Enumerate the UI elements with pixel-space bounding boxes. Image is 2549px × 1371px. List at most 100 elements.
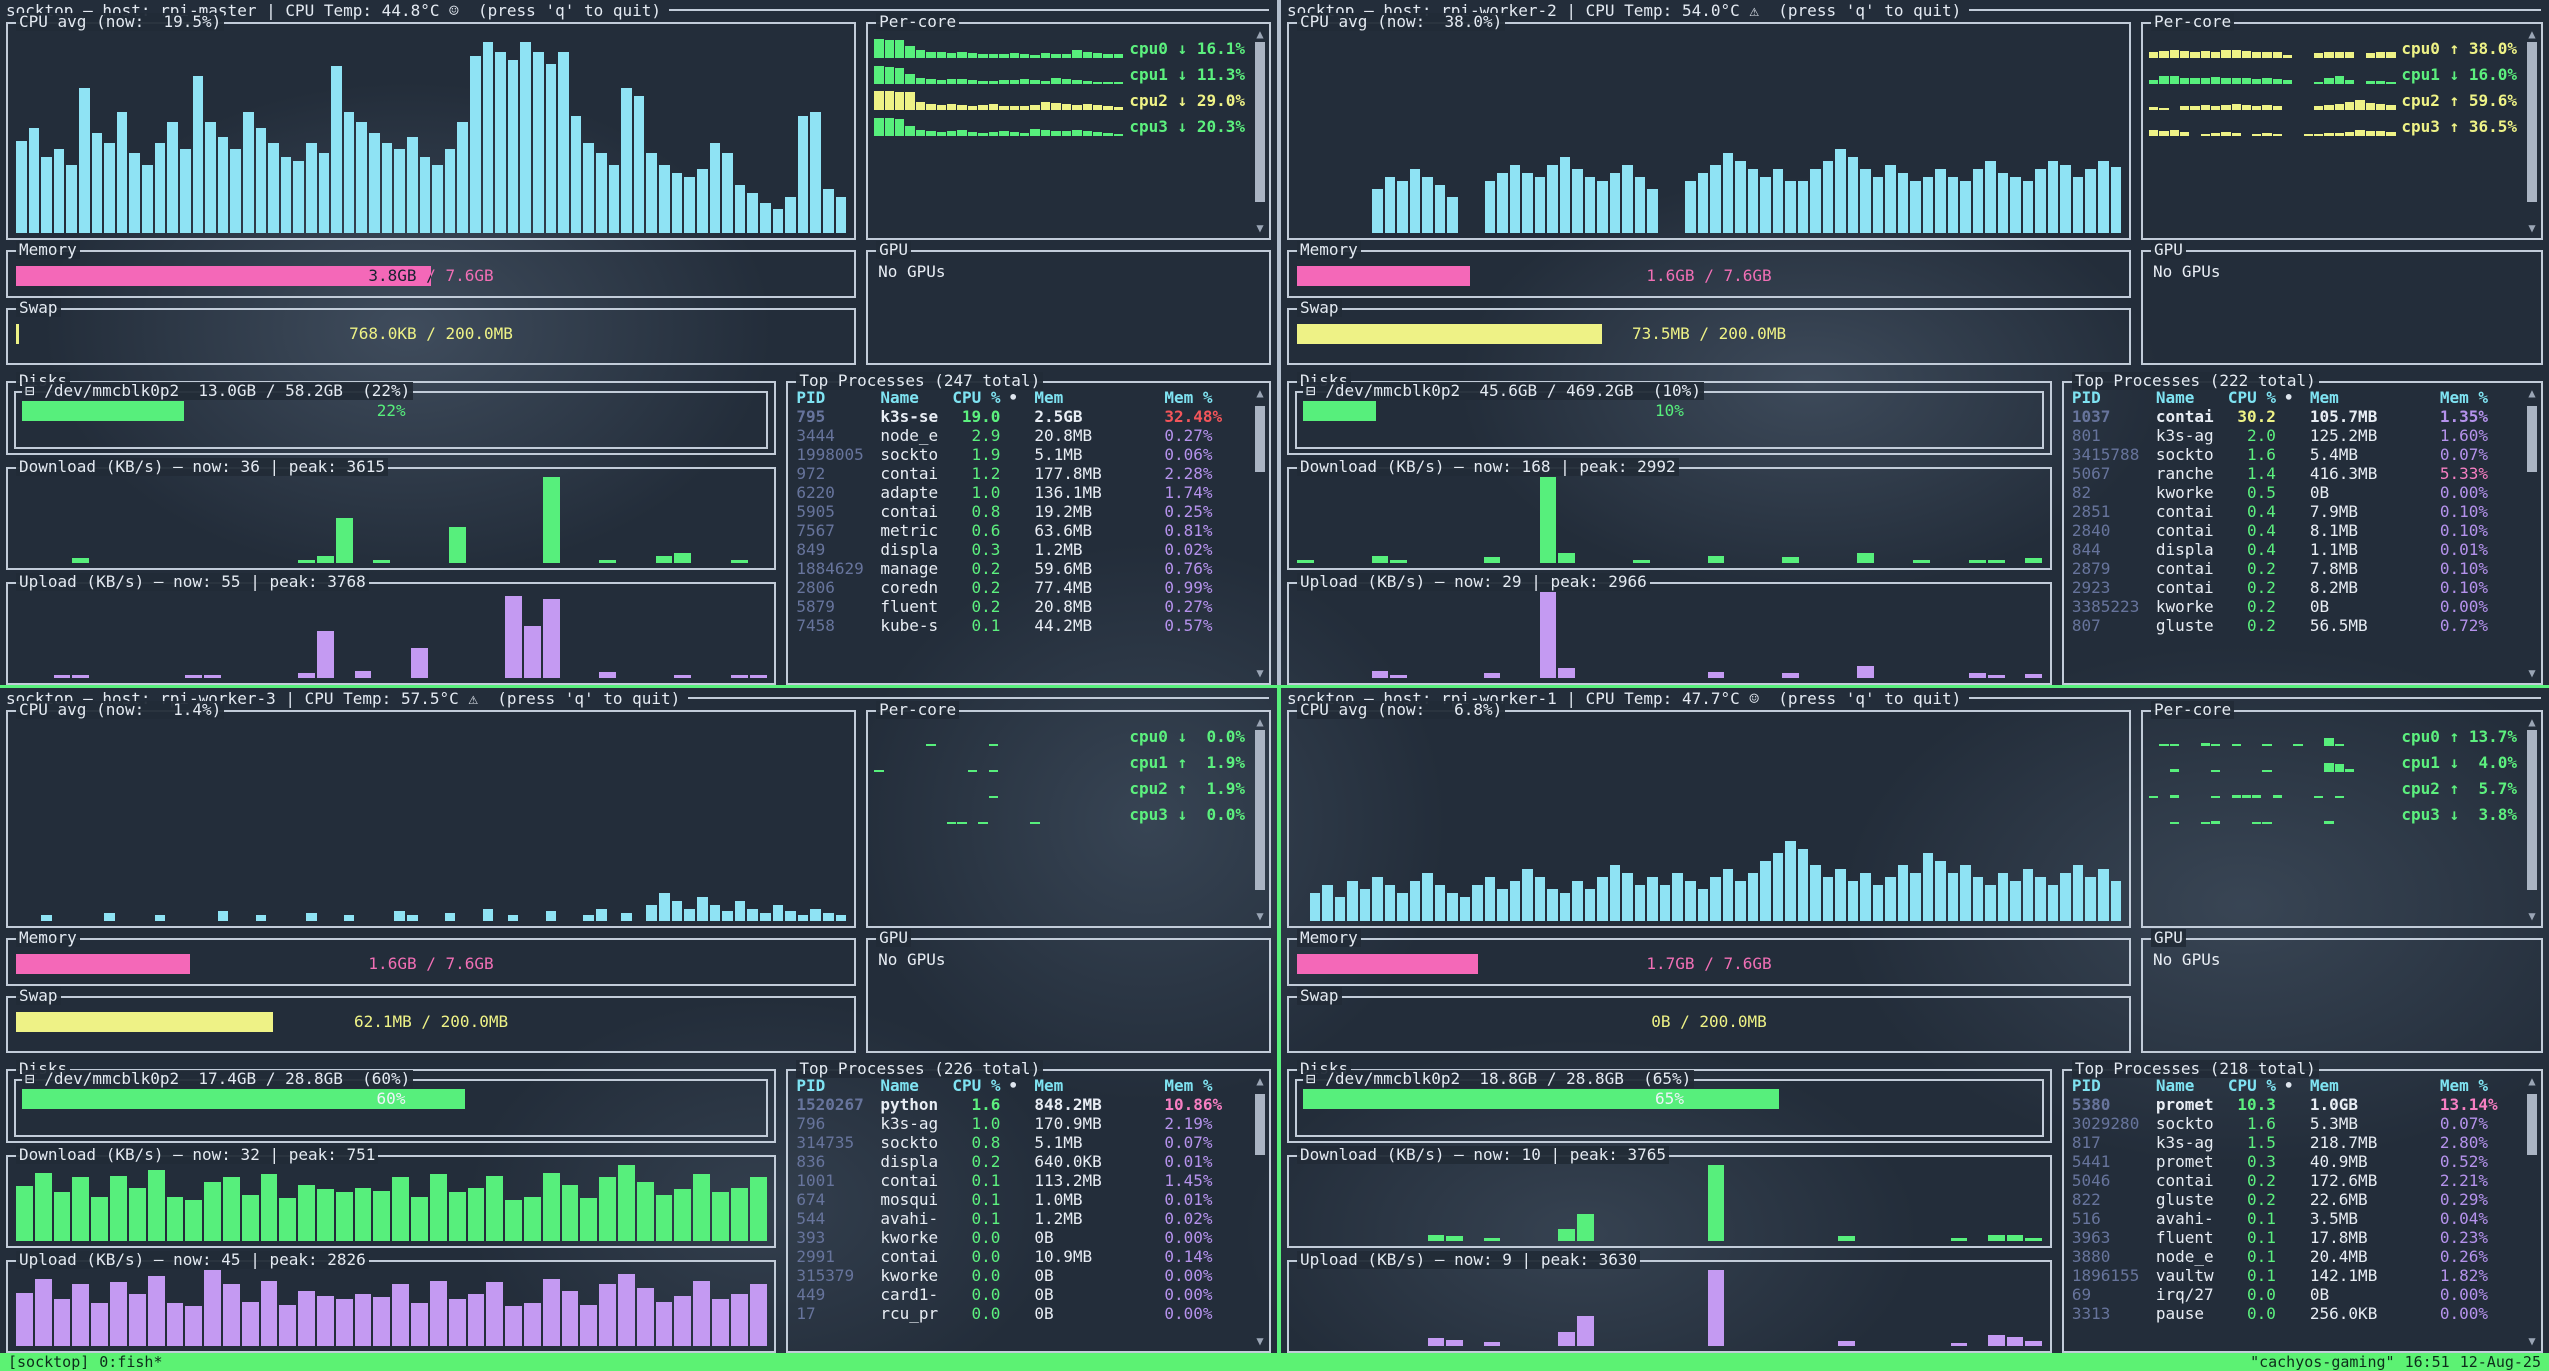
scroll-up-icon[interactable]: ▲ (2528, 27, 2536, 41)
pane-divider-vertical-bottom[interactable] (1277, 688, 1281, 1353)
per-core-scrollbar[interactable]: ▲ ▼ (2526, 28, 2538, 234)
scroll-thumb[interactable] (2527, 730, 2537, 891)
process-row[interactable]: 1896155 vaultw 0.1 142.1MB 1.82% (2072, 1266, 2521, 1285)
process-row[interactable]: 2991 contai 0.0 10.9MB 0.14% (796, 1247, 1249, 1266)
process-row[interactable]: 844 displa 0.4 1.1MB 0.01% (2072, 540, 2521, 559)
process-row[interactable]: 315379 kworke 0.0 0B 0.00% (796, 1266, 1249, 1285)
scroll-thumb[interactable] (1255, 406, 1265, 473)
process-row[interactable]: 6220 adapte 1.0 136.1MB 1.74% (796, 483, 1249, 502)
process-row[interactable]: 796 k3s-ag 1.0 170.9MB 2.19% (796, 1114, 1249, 1133)
scroll-thumb[interactable] (1255, 42, 1265, 203)
process-scrollbar[interactable]: ▲ ▼ (1254, 1075, 1266, 1347)
process-row[interactable]: 3313 pause 0.0 256.0KB 0.00% (2072, 1304, 2521, 1323)
scroll-down-icon[interactable]: ▼ (2528, 909, 2536, 923)
process-row[interactable]: 1884629 manage 0.2 59.6MB 0.76% (796, 559, 1249, 578)
scroll-thumb[interactable] (1255, 730, 1265, 891)
process-row[interactable]: 7567 metric 0.6 63.6MB 0.81% (796, 521, 1249, 540)
process-row[interactable]: 822 gluste 0.2 22.6MB 0.29% (2072, 1190, 2521, 1209)
scroll-up-icon[interactable]: ▲ (2528, 715, 2536, 729)
process-row[interactable]: 836 displa 0.2 640.0KB 0.01% (796, 1152, 1249, 1171)
process-row[interactable]: 516 avahi- 0.1 3.5MB 0.04% (2072, 1209, 2521, 1228)
header-mem[interactable]: Mem (1034, 1076, 1064, 1095)
header-cpu[interactable]: CPU % (952, 388, 1001, 407)
pane-divider-vertical-top[interactable] (1277, 0, 1281, 685)
per-core-scrollbar[interactable]: ▲ ▼ (1254, 716, 1266, 922)
header-pid[interactable]: PID (796, 1076, 826, 1095)
pane-rpi-worker-2[interactable]: socktop — host: rpi-worker-2 | CPU Temp:… (1281, 0, 2549, 685)
process-row[interactable]: 3385223 kworke 0.2 0B 0.00% (2072, 597, 2521, 616)
header-name[interactable]: Name (880, 1076, 919, 1095)
scroll-thumb[interactable] (2527, 406, 2537, 473)
process-row[interactable]: 1037 contai 30.2 105.7MB 1.35% (2072, 407, 2521, 426)
header-name[interactable]: Name (2155, 1076, 2195, 1095)
header-mem-pct[interactable]: Mem % (2439, 388, 2489, 407)
scroll-down-icon[interactable]: ▼ (2528, 666, 2536, 680)
process-row[interactable]: 801 k3s-ag 2.0 125.2MB 1.60% (2072, 426, 2521, 445)
header-mem-pct[interactable]: Mem % (1164, 388, 1213, 407)
process-row[interactable]: 69 irq/27 0.0 0B 0.00% (2072, 1285, 2521, 1304)
header-mem[interactable]: Mem (2309, 388, 2339, 407)
process-row[interactable]: 5067 ranche 1.4 416.3MB 5.33% (2072, 464, 2521, 483)
scroll-thumb[interactable] (2527, 1093, 2537, 1155)
scroll-down-icon[interactable]: ▼ (1256, 666, 1264, 680)
process-row[interactable]: 2851 contai 0.4 7.9MB 0.10% (2072, 502, 2521, 521)
process-row[interactable]: 3029280 sockto 1.6 5.3MB 0.07% (2072, 1114, 2521, 1133)
header-mem[interactable]: Mem (1034, 388, 1064, 407)
process-row[interactable]: 17 rcu_pr 0.0 0B 0.00% (796, 1304, 1249, 1323)
header-pid[interactable]: PID (796, 388, 826, 407)
header-cpu[interactable]: CPU % (2227, 1076, 2277, 1095)
process-row[interactable]: 5380 promet 10.3 1.0GB 13.14% (2072, 1095, 2521, 1114)
process-row[interactable]: 5905 contai 0.8 19.2MB 0.25% (796, 502, 1249, 521)
tmux-window-name[interactable]: 0:fish* (99, 1353, 163, 1371)
header-name[interactable]: Name (880, 388, 919, 407)
process-row[interactable]: 674 mosqui 0.1 1.0MB 0.01% (796, 1190, 1249, 1209)
process-row[interactable]: 2923 contai 0.2 8.2MB 0.10% (2072, 578, 2521, 597)
process-row[interactable]: 314735 sockto 0.8 5.1MB 0.07% (796, 1133, 1249, 1152)
scroll-up-icon[interactable]: ▲ (2528, 1074, 2536, 1088)
process-row[interactable]: 1520267 python 1.6 848.2MB 10.86% (796, 1095, 1249, 1114)
pane-rpi-master[interactable]: socktop — host: rpi-master | CPU Temp: 4… (0, 0, 1277, 685)
process-row[interactable]: 807 gluste 0.2 56.5MB 0.72% (2072, 616, 2521, 635)
process-row[interactable]: 1998005 sockto 1.9 5.1MB 0.06% (796, 445, 1249, 464)
scroll-down-icon[interactable]: ▼ (2528, 1334, 2536, 1348)
process-scrollbar[interactable]: ▲ ▼ (2526, 387, 2538, 679)
per-core-scrollbar[interactable]: ▲ ▼ (2526, 716, 2538, 922)
header-name[interactable]: Name (2155, 388, 2195, 407)
process-row[interactable]: 817 k3s-ag 1.5 218.7MB 2.80% (2072, 1133, 2521, 1152)
process-row[interactable]: 544 avahi- 0.1 1.2MB 0.02% (796, 1209, 1249, 1228)
scroll-down-icon[interactable]: ▼ (1256, 909, 1264, 923)
scroll-down-icon[interactable]: ▼ (1256, 221, 1264, 235)
header-pid[interactable]: PID (2071, 1076, 2101, 1095)
process-row[interactable]: 2879 contai 0.2 7.8MB 0.10% (2072, 559, 2521, 578)
scroll-up-icon[interactable]: ▲ (1256, 386, 1264, 400)
scroll-up-icon[interactable]: ▲ (1256, 1074, 1264, 1088)
process-row[interactable]: 3444 node_e 2.9 20.8MB 0.27% (796, 426, 1249, 445)
scroll-down-icon[interactable]: ▼ (2528, 221, 2536, 235)
process-row[interactable]: 82 kworke 0.5 0B 0.00% (2072, 483, 2521, 502)
scroll-down-icon[interactable]: ▼ (1256, 1334, 1264, 1348)
process-row[interactable]: 2840 contai 0.4 8.1MB 0.10% (2072, 521, 2521, 540)
header-pid[interactable]: PID (2071, 388, 2101, 407)
header-mem-pct[interactable]: Mem % (1164, 1076, 1213, 1095)
process-scrollbar[interactable]: ▲ ▼ (1254, 387, 1266, 679)
process-row[interactable]: 2806 coredn 0.2 77.4MB 0.99% (796, 578, 1249, 597)
process-row[interactable]: 795 k3s-se 19.0 2.5GB 32.48% (796, 407, 1249, 426)
per-core-scrollbar[interactable]: ▲ ▼ (1254, 28, 1266, 234)
scroll-thumb[interactable] (1255, 1093, 1265, 1155)
process-row[interactable]: 5441 promet 0.3 40.9MB 0.52% (2072, 1152, 2521, 1171)
process-row[interactable]: 5046 contai 0.2 172.6MB 2.21% (2072, 1171, 2521, 1190)
pane-rpi-worker-1[interactable]: socktop — host: rpi-worker-1 | CPU Temp:… (1281, 688, 2549, 1353)
scroll-up-icon[interactable]: ▲ (1256, 27, 1264, 41)
header-cpu[interactable]: CPU % (2227, 388, 2277, 407)
process-row[interactable]: 449 card1- 0.0 0B 0.00% (796, 1285, 1249, 1304)
process-row[interactable]: 5879 fluent 0.2 20.8MB 0.27% (796, 597, 1249, 616)
process-row[interactable]: 7458 kube-s 0.1 44.2MB 0.57% (796, 616, 1249, 635)
pane-divider-horizontal[interactable] (0, 685, 2549, 688)
scroll-up-icon[interactable]: ▲ (2528, 386, 2536, 400)
process-scrollbar[interactable]: ▲ ▼ (2526, 1075, 2538, 1347)
pane-rpi-worker-3[interactable]: socktop — host: rpi-worker-3 | CPU Temp:… (0, 688, 1277, 1353)
header-cpu[interactable]: CPU % (952, 1076, 1001, 1095)
process-row[interactable]: 849 displa 0.3 1.2MB 0.02% (796, 540, 1249, 559)
process-row[interactable]: 3880 node_e 0.1 20.4MB 0.26% (2072, 1247, 2521, 1266)
process-row[interactable]: 393 kworke 0.0 0B 0.00% (796, 1228, 1249, 1247)
